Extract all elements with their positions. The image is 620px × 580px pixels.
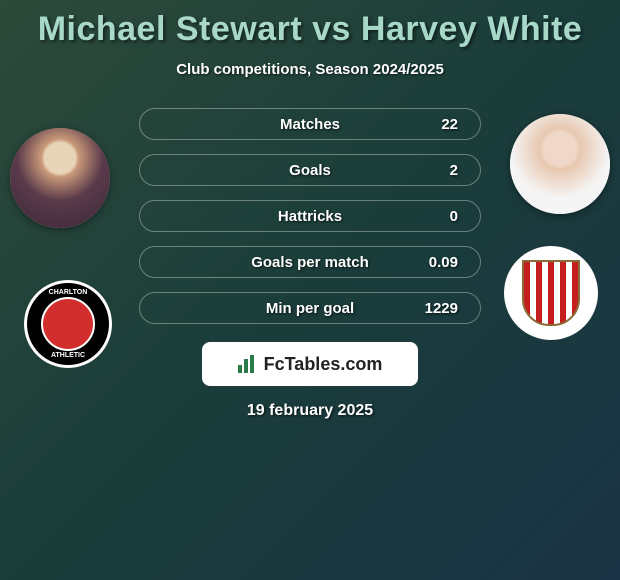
stat-value-right: 0.09 (429, 254, 458, 271)
stats-container: Matches 22 Goals 2 Hattricks 0 Goals per… (139, 106, 481, 324)
player-left-avatar (10, 128, 110, 228)
club-right-badge (504, 246, 598, 340)
footer-brand-badge[interactable]: FcTables.com (202, 342, 418, 386)
stat-row: Goals per match 0.09 (139, 246, 481, 278)
stat-value-right: 2 (448, 162, 458, 179)
stat-value-right: 1229 (425, 300, 458, 317)
page-title: Michael Stewart vs Harvey White (0, 0, 620, 49)
subtitle: Club competitions, Season 2024/2025 (0, 61, 620, 78)
footer-brand-text: FcTables.com (264, 354, 383, 375)
stat-row: Matches 22 (139, 108, 481, 140)
stat-row: Goals 2 (139, 154, 481, 186)
stat-value-right: 22 (441, 116, 458, 133)
club-left-badge: CHARLTON ATHLETIC (24, 280, 112, 368)
bar-chart-icon (238, 355, 258, 373)
stat-label: Matches (280, 116, 340, 133)
stat-row: Min per goal 1229 (139, 292, 481, 324)
date-text: 19 february 2025 (0, 402, 620, 420)
stat-label: Goals per match (251, 254, 369, 271)
stat-label: Goals (289, 162, 331, 179)
stat-label: Min per goal (266, 300, 354, 317)
badge-text: ATHLETIC (27, 352, 109, 359)
stat-row: Hattricks 0 (139, 200, 481, 232)
comparison-content: CHARLTON ATHLETIC Matches 22 Goals 2 Hat… (0, 106, 620, 420)
badge-text: CHARLTON (27, 289, 109, 296)
stat-value-right: 0 (448, 208, 458, 225)
player-right-avatar (510, 114, 610, 214)
stat-label: Hattricks (278, 208, 342, 225)
